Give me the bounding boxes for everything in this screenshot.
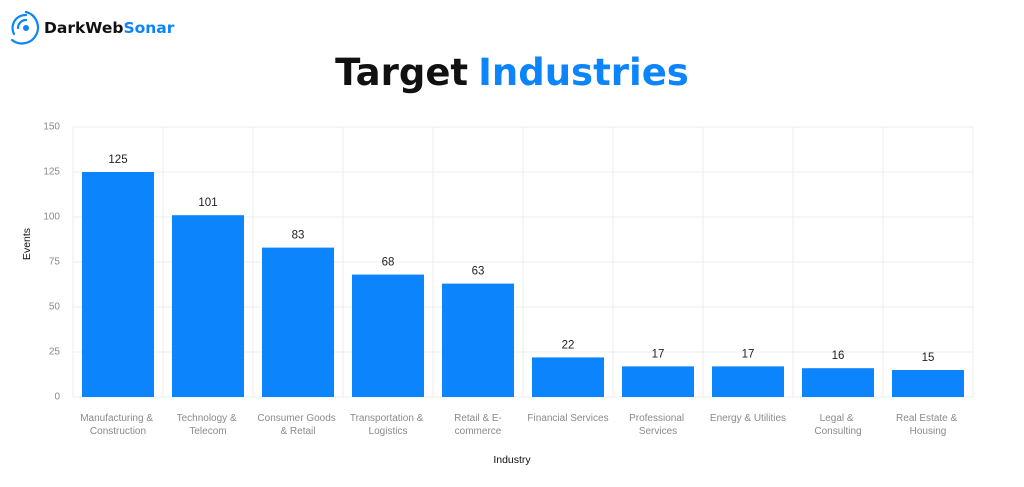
data-label: 68 [382, 257, 395, 269]
y-tick-label: 125 [43, 167, 60, 178]
bar [532, 357, 604, 397]
x-tick-label: Technology & Telecom [177, 413, 240, 437]
brand: DarkWebSonar [44, 19, 175, 37]
x-tick-label: Professional Services [629, 413, 687, 437]
brand-lead: DarkWeb [44, 19, 123, 37]
x-tick-label: Financial Services [527, 413, 608, 424]
x-tick-label: Real Estate & Housing [896, 413, 960, 437]
bar [262, 247, 334, 397]
data-label: 101 [198, 197, 217, 209]
y-tick-label: 150 [43, 122, 60, 133]
bar [352, 274, 424, 397]
x-axis-label: Industry [493, 454, 531, 466]
bar [622, 366, 694, 397]
bar [172, 215, 244, 397]
bar [442, 283, 514, 397]
logo-icon [10, 10, 40, 45]
x-tick-label: Retail & E-commerce [454, 413, 502, 437]
bar [802, 368, 874, 397]
data-label: 83 [292, 230, 305, 242]
brand-highlight: Sonar [123, 19, 174, 37]
y-tick-label: 0 [54, 392, 60, 403]
x-tick-label: Manufacturing & Construction [80, 413, 156, 437]
bar [82, 172, 154, 397]
bar [712, 366, 784, 397]
data-label: 16 [832, 350, 845, 362]
bar [892, 370, 964, 397]
data-label: 22 [562, 339, 575, 351]
y-axis-label: Events [21, 228, 33, 260]
x-tick-label: Consumer Goods & Retail [257, 413, 338, 437]
data-label: 15 [922, 352, 935, 364]
data-label: 17 [742, 348, 755, 360]
title-highlight: Industries [478, 51, 689, 94]
y-tick-label: 100 [43, 212, 60, 223]
x-tick-label: Legal & Consulting [814, 413, 861, 437]
data-label: 17 [652, 348, 665, 360]
y-tick-label: 50 [49, 302, 61, 313]
data-label: 125 [108, 154, 127, 166]
chart-title: Target Industries [335, 51, 689, 94]
data-label: 63 [472, 266, 485, 278]
y-tick-label: 75 [49, 257, 61, 268]
x-tick-label: Transportation & Logistics [350, 413, 426, 437]
y-tick-label: 25 [49, 347, 61, 358]
title-lead: Target [335, 51, 468, 94]
x-tick-label: Energy & Utilities [710, 413, 786, 424]
